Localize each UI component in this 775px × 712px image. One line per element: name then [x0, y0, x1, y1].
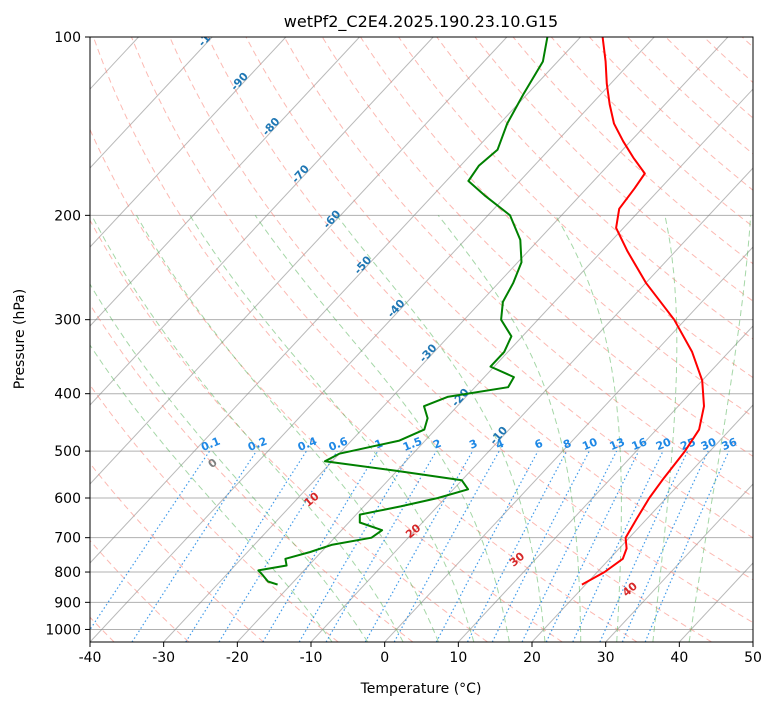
x-tick-label: -10 [300, 650, 323, 666]
y-tick-label: 900 [54, 595, 81, 611]
y-tick-label: 100 [54, 30, 81, 46]
x-tick-label: 10 [449, 650, 467, 666]
x-tick-label: -20 [226, 650, 249, 666]
y-tick-label: 700 [54, 531, 81, 547]
x-axis-label: Temperature (°C) [360, 681, 482, 697]
y-tick-label: 600 [54, 491, 81, 507]
y-tick-label: 1000 [45, 622, 81, 638]
chart-title: wetPf2_C2E4.2025.190.23.10.G15 [284, 12, 558, 32]
y-tick-label: 500 [54, 444, 81, 460]
y-tick-label: 800 [54, 565, 81, 581]
x-tick-label: -40 [79, 650, 102, 666]
x-tick-label: 50 [744, 650, 762, 666]
y-tick-label: 400 [54, 387, 81, 403]
y-tick-label: 300 [54, 313, 81, 329]
x-tick-label: 20 [523, 650, 541, 666]
x-tick-label: -30 [152, 650, 175, 666]
x-tick-label: 30 [597, 650, 615, 666]
y-tick-label: 200 [54, 208, 81, 224]
x-tick-label: 40 [670, 650, 688, 666]
x-tick-label: 0 [380, 650, 389, 666]
y-axis-label: Pressure (hPa) [12, 289, 28, 389]
